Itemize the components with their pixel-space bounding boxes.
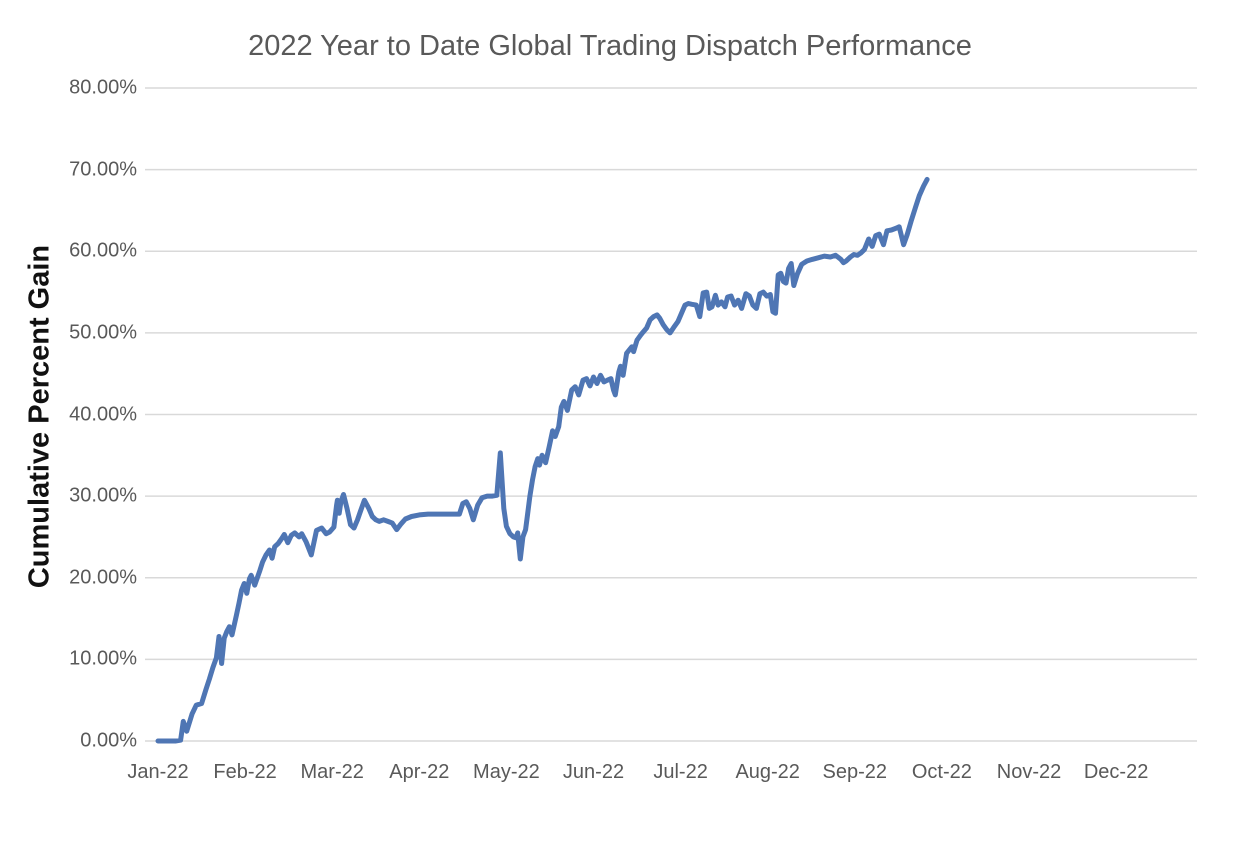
y-tick-label: 40.00%: [69, 403, 137, 425]
x-tick-label: Jun-22: [562, 761, 625, 783]
x-tick-label: Dec-22: [1083, 761, 1149, 783]
x-tick-label: May-22: [473, 761, 540, 783]
x-tick-label: Oct-22: [911, 761, 972, 783]
x-tick-label: Mar-22: [300, 761, 364, 783]
y-tick-label: 70.00%: [69, 158, 137, 181]
y-tick-label: 50.00%: [69, 321, 137, 344]
x-tick-label: Jan-22: [127, 761, 189, 783]
y-tick-label: 0.00%: [80, 729, 137, 752]
y-tick-label: 10.00%: [69, 647, 137, 670]
y-tick-label: 30.00%: [69, 484, 137, 507]
chart-title: 2022 Year to Date Global Trading Dispatc…: [248, 30, 972, 62]
x-tick-label: Aug-22: [735, 761, 800, 783]
x-tick-label: Feb-22: [213, 761, 277, 783]
cumulative-gain-line: [155, 176, 930, 744]
x-tick-label: Nov-22: [996, 761, 1062, 783]
x-tick-label: Jul-22: [653, 761, 708, 783]
x-tick-label: Apr-22: [389, 761, 450, 783]
y-tick-label: 80.00%: [69, 76, 137, 99]
x-tick-label: Sep-22: [822, 761, 888, 783]
gridlines: [145, 87, 1197, 742]
y-tick-label: 20.00%: [69, 566, 137, 589]
y-tick-label: 60.00%: [69, 239, 137, 262]
